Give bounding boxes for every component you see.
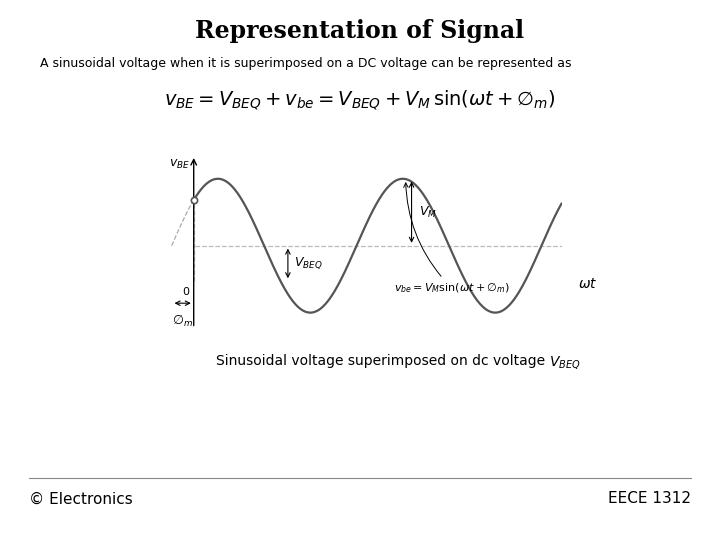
Text: $\emptyset_m$: $\emptyset_m$	[172, 313, 193, 329]
Text: $\omega t$: $\omega t$	[577, 277, 598, 291]
Text: Representation of Signal: Representation of Signal	[195, 19, 525, 43]
Text: 0: 0	[182, 287, 189, 296]
Text: A sinusoidal voltage when it is superimposed on a DC voltage can be represented : A sinusoidal voltage when it is superimp…	[40, 57, 571, 70]
Text: © Electronics: © Electronics	[29, 491, 132, 507]
Text: $v_{be} = V_M\sin(\omega t + \emptyset_m)$: $v_{be} = V_M\sin(\omega t + \emptyset_m…	[394, 183, 510, 295]
Text: $V_{BEQ}$: $V_{BEQ}$	[549, 354, 580, 370]
Text: $V_{BEQ}$: $V_{BEQ}$	[294, 255, 323, 271]
Text: Sinusoidal voltage superimposed on dc voltage: Sinusoidal voltage superimposed on dc vo…	[216, 354, 549, 368]
Text: $v_{BE} = V_{BEQ} + v_{be} = V_{BEQ} + V_M\,\sin(\omega t + \emptyset_m)$: $v_{BE} = V_{BEQ} + v_{be} = V_{BEQ} + V…	[164, 89, 556, 112]
Text: EECE 1312: EECE 1312	[608, 491, 691, 507]
Text: $v_{BE}$: $v_{BE}$	[169, 158, 190, 171]
Text: $V_M$: $V_M$	[419, 205, 437, 220]
